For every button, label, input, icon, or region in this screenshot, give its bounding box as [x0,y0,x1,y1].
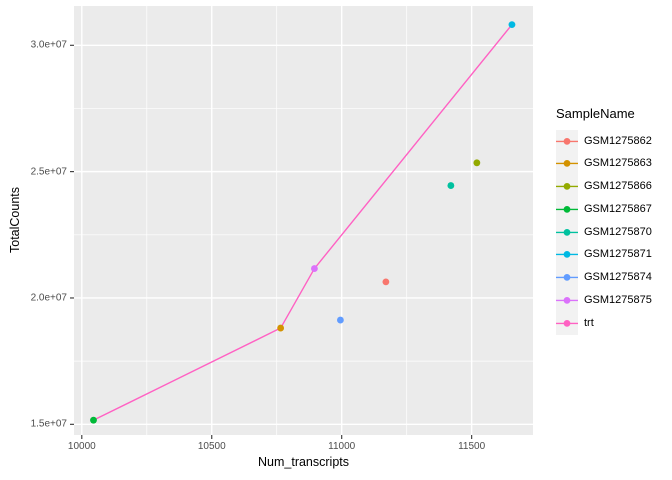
data-point-GSM1275862 [382,278,390,286]
legend-key-GSM1275874 [556,266,578,289]
x-tick-label: 10000 [67,441,96,452]
legend-key-point [563,251,571,259]
legend-key-glyph [556,228,578,236]
legend-key-glyph [556,205,578,213]
y-tick-label: 1.5e+07 [30,418,67,430]
legend-key-point [563,319,571,327]
legend-key-point [563,205,571,213]
legend-label: GSM1275870 [584,225,652,238]
data-point-GSM1275874 [337,316,344,324]
legend-label: GSM1275875 [584,293,652,306]
legend-label: GSM1275863 [584,157,652,170]
x-tick-label: 10500 [197,441,226,452]
legend-key-point [563,160,571,168]
x-tick-label: 11000 [328,441,356,452]
legend-key-glyph [556,319,578,327]
data-point-GSM1275875 [311,265,318,272]
legend-key-GSM1275867 [556,197,578,221]
legend-key-GSM1275870 [556,220,578,244]
legend-key-glyph [556,274,578,281]
legend-key-GSM1275863 [556,152,578,176]
legend-label: GSM1275866 [584,180,652,193]
data-point-GSM1275870 [447,182,455,189]
legend-key-GSM1275871 [556,243,578,267]
trend-line-trt [93,24,513,421]
y-tick-label: 2.5e+07 [30,166,67,178]
x-tick-label: 11500 [458,441,486,452]
legend-label: GSM1275871 [584,248,652,261]
legend-label: GSM1275874 [584,271,652,284]
legend-key-GSM1275862 [556,129,578,153]
y-tick-label: 2.0e+07 [30,292,67,304]
legend-key-glyph [556,160,578,168]
legend-key-trt [556,311,578,335]
legend-key-point [563,274,571,281]
y-axis-title: TotalCounts [8,186,22,254]
x-axis-title: Num_transcripts [258,455,349,469]
legend-label: trt [584,316,594,329]
legend-label: GSM1275862 [584,134,652,147]
legend-label: GSM1275867 [584,202,652,215]
legend-key-GSM1275866 [556,175,578,198]
legend-key-point [563,183,571,190]
legend-key-glyph [556,251,578,259]
panel-background [74,6,533,435]
data-point-GSM1275871 [508,21,516,29]
legend-key-glyph [556,296,578,304]
legend-title: SampleName [556,106,635,121]
data-point-GSM1275863 [277,324,285,332]
legend-key-glyph [556,183,578,190]
data-point-GSM1275867 [90,416,97,424]
legend-key-GSM1275875 [556,288,578,312]
legend-key-glyph [556,137,578,145]
legend-key-point [563,228,571,236]
data-point-GSM1275866 [473,159,481,167]
y-tick-label: 3.0e+07 [30,39,67,51]
legend-key-point [563,296,571,304]
legend-key-point [563,137,571,145]
